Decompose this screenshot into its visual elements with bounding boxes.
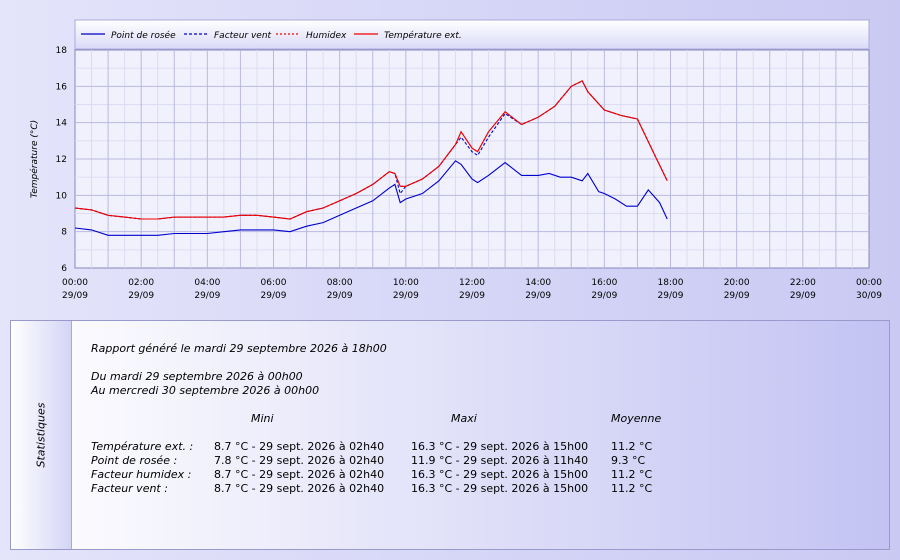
- temperature-chart: 6 8 10 12 14 16 18 00:00 29/09 02:00 29/09 04:00 29…: [29, 19, 882, 301]
- stats-row-maxi: 16.3 °C - 29 sept. 2026 à 15h00: [411, 482, 589, 495]
- y-axis-label: Température (°C): [29, 120, 40, 198]
- stats-row-mini: 8.7 °C - 29 sept. 2026 à 02h40: [214, 482, 385, 495]
- stats-panel: Statistiques Rapport généré le mardi 29 …: [10, 320, 890, 550]
- stats-row-maxi: 11.9 °C - 29 sept. 2026 à 11h40: [411, 454, 589, 467]
- stats-side-label: Statistiques: [34, 402, 48, 468]
- y-tick-label: 10: [56, 191, 68, 201]
- report-period-from: Du mardi 29 septembre 2026 à 00h00: [91, 370, 303, 383]
- stats-row-moyenne: 11.2 °C: [611, 482, 653, 495]
- y-tick-label: 6: [61, 264, 67, 274]
- x-tick-date: 29/09: [459, 291, 485, 301]
- series-line-temp-rature-ext-: [74, 80, 668, 220]
- x-tick-date: 29/09: [790, 291, 816, 301]
- x-tick-time: 18:00: [658, 278, 684, 288]
- x-tick-time: 20:00: [724, 278, 750, 288]
- x-tick-date: 29/09: [327, 291, 353, 301]
- stats-row-moyenne: 11.2 °C: [611, 468, 653, 481]
- x-tick-time: 02:00: [128, 278, 154, 288]
- series-line-point-de-ros-e: [74, 160, 668, 236]
- legend: Point de rosée Facteur vent Humidex Tempéra…: [81, 30, 462, 41]
- x-tick-time: 08:00: [327, 278, 353, 288]
- x-tick-date: 29/09: [591, 291, 617, 301]
- x-tick-date: 29/09: [261, 291, 287, 301]
- legend-label: Facteur vent: [214, 31, 272, 41]
- y-tick-label: 14: [56, 119, 68, 129]
- x-tick-time: 06:00: [261, 278, 287, 288]
- x-tick-time: 04:00: [194, 278, 220, 288]
- x-tick-time: 22:00: [790, 278, 816, 288]
- stats-row-maxi: 16.3 °C - 29 sept. 2026 à 15h00: [411, 468, 589, 481]
- x-tick-date: 30/09: [856, 291, 882, 301]
- stats-row-label: Point de rosée :: [91, 454, 178, 467]
- report-period-to: Au mercredi 30 septembre 2026 à 00h00: [91, 384, 320, 397]
- x-tick-date: 29/09: [393, 291, 419, 301]
- stats-row-label: Facteur humidex :: [91, 468, 192, 481]
- y-tick-label: 12: [56, 155, 67, 165]
- x-tick-time: 00:00: [62, 278, 88, 288]
- x-tick-time: 10:00: [393, 278, 419, 288]
- x-tick-labels: 00:00 29/09 02:00 29/09 04:00 29/09 06:00 29/09…: [62, 278, 882, 301]
- x-tick-time: 00:00: [856, 278, 882, 288]
- legend-label: Point de rosée: [111, 30, 176, 41]
- report-generated-text: Rapport généré le mardi 29 septembre 202…: [91, 342, 387, 355]
- stats-row-mini: 8.7 °C - 29 sept. 2026 à 02h40: [214, 440, 385, 453]
- column-header-moyenne: Moyenne: [611, 412, 662, 425]
- stats-side-bar: Statistiques: [11, 321, 72, 549]
- column-header-mini: Mini: [251, 412, 274, 425]
- series-lines: [74, 80, 668, 236]
- major-gridlines: [75, 50, 869, 268]
- legend-label: Température ext.: [384, 30, 462, 41]
- stats-row-mini: 7.8 °C - 29 sept. 2026 à 02h40: [214, 454, 385, 467]
- y-tick-label: 18: [56, 46, 68, 56]
- y-tick-label: 8: [61, 228, 67, 238]
- x-tick-time: 14:00: [525, 278, 551, 288]
- stats-row-moyenne: 11.2 °C: [611, 440, 653, 453]
- x-tick-date: 29/09: [525, 291, 551, 301]
- stats-row-moyenne: 9.3 °C: [611, 454, 646, 467]
- x-tick-time: 12:00: [459, 278, 485, 288]
- stats-row-maxi: 16.3 °C - 29 sept. 2026 à 15h00: [411, 440, 589, 453]
- x-tick-date: 29/09: [62, 291, 88, 301]
- x-tick-date: 29/09: [724, 291, 750, 301]
- x-tick-time: 16:00: [591, 278, 617, 288]
- stats-row-label: Température ext. :: [91, 440, 194, 453]
- legend-label: Humidex: [306, 31, 347, 41]
- legend-box: [74, 19, 870, 50]
- y-tick-labels: 6 8 10 12 14 16 18: [56, 46, 68, 274]
- stats-row-mini: 8.7 °C - 29 sept. 2026 à 02h40: [214, 468, 385, 481]
- x-tick-date: 29/09: [128, 291, 154, 301]
- column-header-maxi: Maxi: [451, 412, 477, 425]
- x-tick-date: 29/09: [658, 291, 684, 301]
- x-tick-date: 29/09: [194, 291, 220, 301]
- stats-row-label: Facteur vent :: [91, 482, 168, 495]
- y-tick-label: 16: [56, 82, 68, 92]
